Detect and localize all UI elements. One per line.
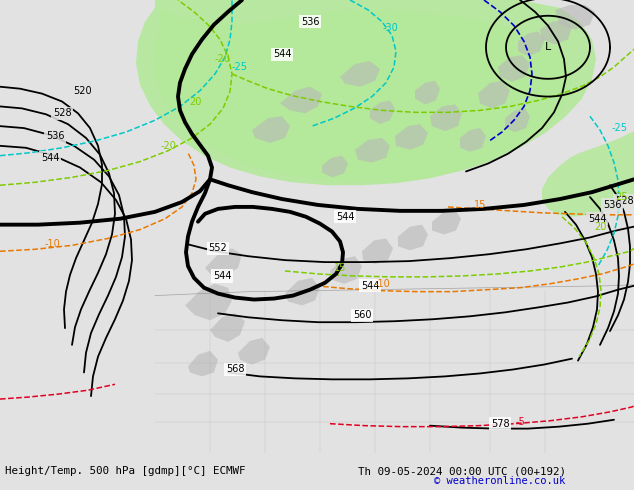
Polygon shape	[370, 100, 395, 124]
Text: 528: 528	[615, 196, 633, 206]
Polygon shape	[185, 284, 232, 320]
Text: 536: 536	[301, 17, 320, 26]
Text: Height/Temp. 500 hPa [gdmp][°C] ECMWF: Height/Temp. 500 hPa [gdmp][°C] ECMWF	[5, 466, 245, 476]
Polygon shape	[498, 55, 530, 82]
Text: 544: 544	[361, 281, 379, 291]
Text: L: L	[545, 42, 551, 52]
Text: 528: 528	[53, 108, 71, 118]
Text: © weatheronline.co.uk: © weatheronline.co.uk	[434, 476, 566, 486]
Polygon shape	[322, 156, 348, 177]
Polygon shape	[355, 138, 390, 163]
Polygon shape	[210, 313, 245, 342]
Text: 544: 544	[336, 212, 354, 222]
Polygon shape	[460, 128, 486, 152]
Text: 560: 560	[353, 310, 372, 320]
Text: 20: 20	[189, 98, 201, 107]
Polygon shape	[542, 131, 634, 217]
Text: -30: -30	[382, 23, 398, 33]
Text: 520: 520	[73, 86, 91, 96]
Polygon shape	[238, 338, 270, 365]
Text: 15: 15	[474, 200, 486, 210]
Polygon shape	[415, 81, 440, 104]
Polygon shape	[252, 116, 290, 143]
Polygon shape	[555, 5, 595, 29]
Text: -10: -10	[44, 239, 60, 249]
Text: 544: 544	[213, 271, 231, 281]
Text: 544: 544	[588, 214, 606, 224]
Text: -25: -25	[612, 123, 628, 133]
Polygon shape	[432, 210, 461, 235]
Polygon shape	[430, 104, 462, 131]
Polygon shape	[0, 0, 634, 453]
Polygon shape	[188, 351, 218, 376]
Polygon shape	[395, 124, 428, 150]
Polygon shape	[280, 87, 322, 113]
Polygon shape	[362, 239, 393, 264]
Polygon shape	[540, 20, 572, 44]
Text: -5: -5	[515, 416, 525, 427]
Polygon shape	[340, 61, 380, 87]
Text: -20: -20	[160, 141, 176, 151]
Text: Th 09-05-2024 00:00 UTC (00+192): Th 09-05-2024 00:00 UTC (00+192)	[358, 466, 566, 476]
Polygon shape	[478, 81, 510, 108]
Text: 20: 20	[594, 221, 606, 232]
Text: 568: 568	[226, 365, 244, 374]
Text: -20: -20	[214, 54, 230, 64]
Text: 536: 536	[603, 200, 621, 210]
Polygon shape	[285, 278, 320, 305]
Text: 25: 25	[616, 192, 628, 202]
Polygon shape	[330, 256, 362, 284]
Text: -25: -25	[232, 62, 248, 72]
Polygon shape	[398, 224, 428, 250]
Text: 536: 536	[46, 131, 64, 141]
Text: 578: 578	[491, 418, 509, 429]
Text: 15: 15	[334, 263, 346, 273]
Polygon shape	[205, 248, 242, 276]
Polygon shape	[518, 31, 545, 56]
Polygon shape	[154, 10, 572, 182]
Polygon shape	[136, 0, 596, 185]
Polygon shape	[505, 108, 530, 132]
Text: 544: 544	[273, 49, 291, 59]
Text: 544: 544	[41, 153, 59, 163]
Text: 552: 552	[209, 244, 228, 253]
Text: -10: -10	[374, 279, 390, 289]
